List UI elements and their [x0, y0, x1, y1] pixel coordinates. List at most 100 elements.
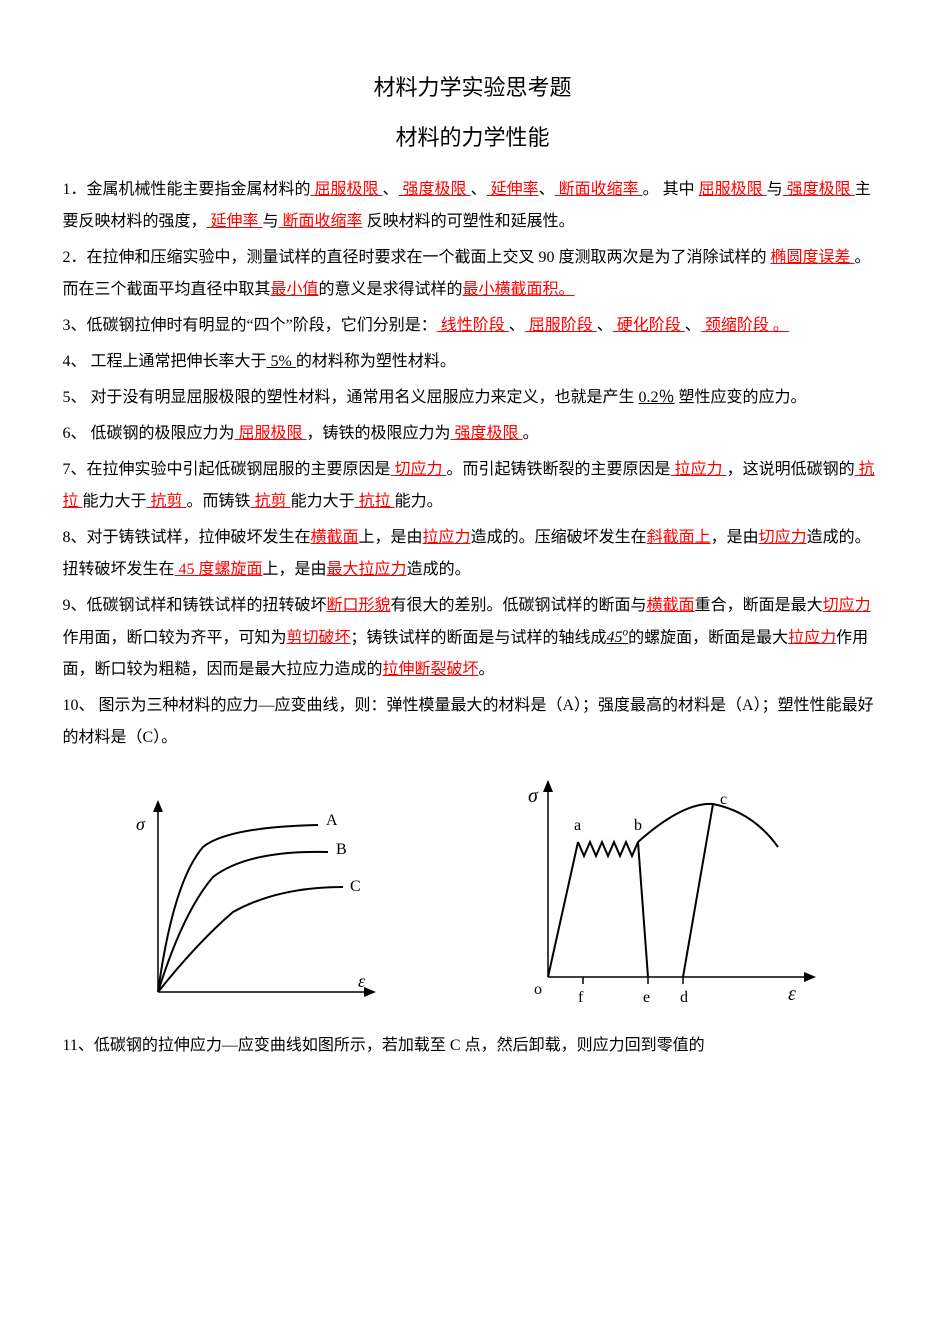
q1-tail: 反映材料的可塑性和延展性。	[363, 213, 575, 230]
q9-angle-num: 45	[607, 629, 623, 646]
q8-b4: 切应力	[759, 529, 807, 546]
q5-blank: 0.2％	[639, 389, 675, 406]
q3-b3: 硬化阶段	[613, 317, 685, 334]
q3-s3: 、	[685, 317, 701, 334]
q8-pre: 8、对于铸铁试样，拉伸破坏发生在	[63, 529, 311, 546]
q3-pre: 3、低碳钢拉伸时有明显的“四个”阶段，它们分别是：	[63, 317, 437, 334]
q1-b7: 延伸率	[207, 213, 263, 230]
q9-pre: 9、低碳钢试样和铸铁试样的扭转破坏	[63, 597, 327, 614]
q9-m3: 作用面，断口较为齐平，可知为	[63, 629, 287, 646]
q2: 2．在拉伸和压缩实验中，测量试样的直径时要求在一个截面上交叉 90 度测取两次是…	[63, 242, 883, 306]
q4: 4、 工程上通常把伸长率大于 5% 的材料称为塑性材料。	[63, 346, 883, 378]
q8-m2: 造成的。压缩破坏发生在	[471, 529, 647, 546]
q1-and2: 与	[263, 213, 279, 230]
q6-pre: 6、 低碳钢的极限应力为	[63, 425, 235, 442]
q9-m1: 有很大的差别。低碳钢试样的断面与	[391, 597, 647, 614]
q9: 9、低碳钢试样和铸铁试样的扭转破坏断口形貌有很大的差别。低碳钢试样的断面与横截面…	[63, 590, 883, 686]
q4-pre: 4、 工程上通常把伸长率大于	[63, 353, 267, 370]
q9-m5: 的螺旋面，断面是最大	[628, 629, 788, 646]
q7-b1: 切应力	[391, 461, 447, 478]
q1-s3: 、	[539, 181, 555, 198]
chart2-f: f	[578, 989, 584, 1006]
q6-mid: ，铸铁的极限应力为	[307, 425, 451, 442]
chart1-B: B	[336, 841, 347, 858]
q9-b5: 拉应力	[788, 629, 836, 646]
q6: 6、 低碳钢的极限应力为 屈服极限 ，铸铁的极限应力为 强度极限 。	[63, 418, 883, 450]
q1-and: 与	[767, 181, 783, 198]
q1: 1．金属机械性能主要指金属材料的 屈服极限 、 强度极限 、 延伸率、 断面收缩…	[63, 174, 883, 238]
q9-b2: 横截面	[647, 597, 695, 614]
q4-tail: 的材料称为塑性材料。	[296, 353, 456, 370]
chart2-a: a	[574, 817, 581, 834]
q1-pre: 1．金属机械性能主要指金属材料的	[63, 181, 311, 198]
q9-angle: 45o	[607, 629, 629, 646]
q6-b2: 强度极限	[451, 425, 523, 442]
q8-b6: 最大拉应力	[327, 561, 407, 578]
q1-b3: 延伸率	[487, 181, 539, 198]
q9-m2: 重合，断面是最大	[695, 597, 823, 614]
q7-b5: 抗剪	[251, 493, 291, 510]
q9-b1: 断口形貌	[327, 597, 391, 614]
q2-mid2: 的意义是求得试样的	[319, 281, 463, 298]
q1-b6: 强度极限	[783, 181, 855, 198]
q7-tail: 能力。	[395, 493, 443, 510]
q7-m4: 。而铸铁	[187, 493, 251, 510]
q3-b4: 颈缩阶段 。	[701, 317, 789, 334]
q1-b8: 断面收缩率	[279, 213, 363, 230]
q9-b6: 拉伸断裂破坏	[383, 661, 479, 678]
q8-b1: 横截面	[311, 529, 359, 546]
q5-tail: 塑性应变的应力。	[675, 389, 807, 406]
q8-m1: 上，是由	[359, 529, 423, 546]
q6-tail: 。	[523, 425, 539, 442]
q1-period: 。 其中	[643, 181, 695, 198]
chart2-d: d	[680, 989, 688, 1006]
q6-b1: 屈服极限	[235, 425, 307, 442]
q7-m1: 。而引起铸铁断裂的主要原因是	[447, 461, 671, 478]
q8-m5: 上，是由	[263, 561, 327, 578]
q9-m4: ；铸铁试样的断面是与试样的轴线成	[351, 629, 607, 646]
page-subtitle: 材料的力学性能	[63, 116, 883, 160]
chart-right: σ ε o a b c f e d	[498, 772, 828, 1022]
q7-b4: 抗剪	[147, 493, 187, 510]
chart2-sigma: σ	[528, 785, 539, 807]
chart2-epsilon: ε	[788, 983, 796, 1005]
q9-tail: 。	[479, 661, 495, 678]
chart1-sigma: σ	[136, 814, 146, 834]
q11: 11、低碳钢的拉伸应力—应变曲线如图所示，若加载至 C 点，然后卸载，则应力回到…	[63, 1030, 883, 1062]
q1-b2: 强度极限	[399, 181, 471, 198]
q7-m5: 能力大于	[291, 493, 355, 510]
q2-b2: 最小值	[271, 281, 319, 298]
chart1-epsilon: ε	[358, 971, 366, 991]
q3-s2: 、	[597, 317, 613, 334]
q7-m3: 能力大于	[83, 493, 147, 510]
q10: 10、 图示为三种材料的应力—应变曲线，则：弹性模量最大的材料是（A）；强度最高…	[63, 690, 883, 754]
charts-row: σ ε A B C σ ε o a b c f e d	[63, 772, 883, 1022]
q7-b6: 抗拉	[355, 493, 395, 510]
q3-b1: 线性阶段	[437, 317, 509, 334]
q7-m2: ，这说明低碳钢的	[727, 461, 855, 478]
q3-s1: 、	[509, 317, 525, 334]
q9-b4: 剪切破坏	[287, 629, 351, 646]
q8-tail: 造成的。	[407, 561, 471, 578]
chart2-e: e	[643, 989, 650, 1006]
q7: 7、在拉伸实验中引起低碳钢屈服的主要原因是 切应力 。而引起铸铁断裂的主要原因是…	[63, 454, 883, 518]
chart2-c: c	[720, 791, 727, 808]
q7-pre: 7、在拉伸实验中引起低碳钢屈服的主要原因是	[63, 461, 391, 478]
page-title: 材料力学实验思考题	[63, 66, 883, 110]
chart2-b: b	[634, 817, 642, 834]
q4-blank: 5%	[267, 353, 296, 370]
chart-left: σ ε A B C	[118, 792, 388, 1022]
chart1-C: C	[350, 878, 361, 895]
q2-pre: 2．在拉伸和压缩实验中，测量试样的直径时要求在一个截面上交叉 90 度测取两次是…	[63, 249, 771, 266]
q1-s1: 、	[383, 181, 399, 198]
q1-b1: 屈服极限	[311, 181, 383, 198]
q1-s2: 、	[471, 181, 487, 198]
q2-b1: 椭圆度误差	[771, 249, 855, 266]
q1-b5: 屈服极限	[699, 181, 767, 198]
q9-b3: 切应力	[823, 597, 871, 614]
chart1-A: A	[326, 812, 338, 829]
q8-b2: 拉应力	[423, 529, 471, 546]
q8: 8、对于铸铁试样，拉伸破坏发生在横截面上，是由拉应力造成的。压缩破坏发生在斜截面…	[63, 522, 883, 586]
q8-b3: 斜截面上	[647, 529, 711, 546]
chart2-o: o	[534, 981, 542, 998]
